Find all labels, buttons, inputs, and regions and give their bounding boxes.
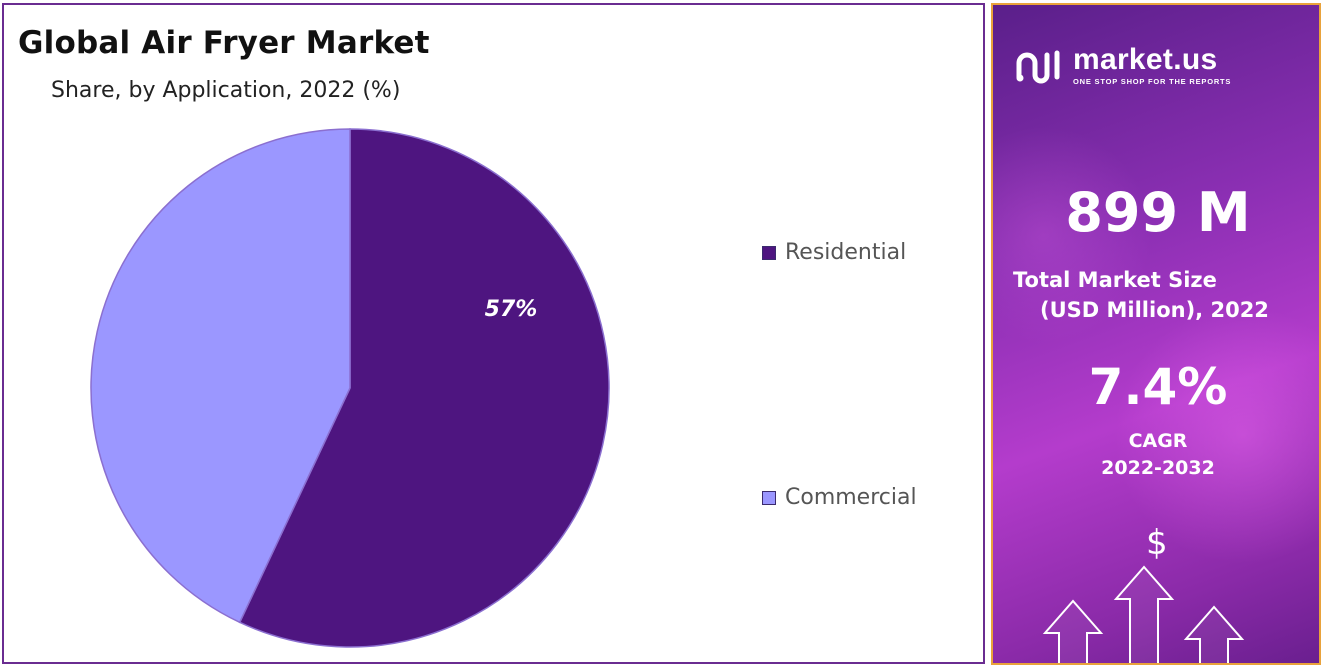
pie-slice-commercial: [90, 128, 351, 624]
legend-label-commercial: Commercial: [785, 485, 917, 510]
data-label-residential: 57%: [485, 297, 538, 322]
legend-swatch-residential: [762, 245, 776, 260]
cagr-value: 7.4%: [1088, 358, 1228, 416]
legend-item-commercial: Commercial: [762, 485, 917, 510]
market-size-label-year: (USD Million), 2022: [1040, 298, 1269, 322]
cagr-period: 2022-2032: [1101, 457, 1215, 479]
chart-subtitle: Share, by Application, 2022 (%): [51, 78, 401, 103]
brand-name: market.us: [1073, 43, 1218, 76]
legend-item-residential: Residential: [762, 240, 906, 265]
cagr-label: CAGR: [1128, 430, 1188, 452]
chart-title: Global Air Fryer Market: [18, 25, 430, 61]
brand-tagline: ONE STOP SHOP FOR THE REPORTS: [1073, 77, 1232, 86]
info-panel: market.us ONE STOP SHOP FOR THE REPORTS …: [991, 3, 1321, 665]
chart-panel: Global Air Fryer Market Share, by Applic…: [2, 3, 985, 664]
pie-slice-residential: [238, 128, 610, 648]
growth-arrows-icon: [1042, 565, 1245, 663]
brand-logo: market.us ONE STOP SHOP FOR THE REPORTS: [1015, 45, 1231, 86]
dollar-icon: $: [1146, 523, 1168, 563]
pie-chart: 57%: [90, 128, 610, 648]
market-size-value: 899 M: [1065, 181, 1251, 244]
background-glow: [1113, 305, 1319, 565]
market-size-label: Total Market Size: [1013, 268, 1217, 292]
legend-label-residential: Residential: [785, 240, 907, 265]
market-us-logo-icon: [1016, 50, 1060, 83]
legend-swatch-commercial: [762, 490, 776, 505]
